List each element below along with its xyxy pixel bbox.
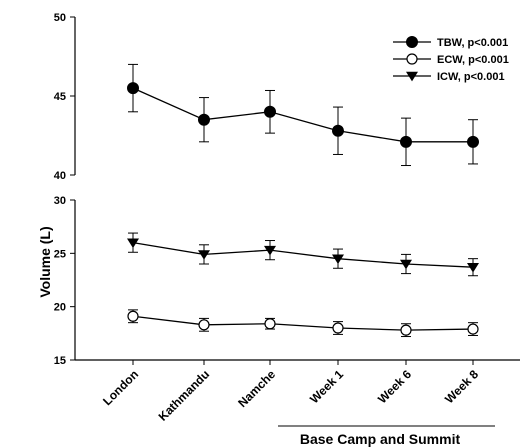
- y-tick-label: 25: [54, 248, 66, 260]
- data-point: [198, 250, 210, 260]
- legend-label: TBW, p<0.001: [437, 37, 508, 49]
- series-line: [132, 315, 474, 331]
- y-tick-label: 45: [54, 91, 66, 103]
- legend-label: ICW, p<0.001: [437, 71, 505, 83]
- y-tick-label: 40: [54, 170, 66, 182]
- series-layer: [127, 63, 479, 338]
- data-point: [127, 310, 139, 322]
- data-point: [198, 319, 210, 331]
- data-point: [332, 322, 344, 334]
- data-point: [400, 135, 412, 148]
- x-tick-label: Week 6: [375, 367, 414, 406]
- group-label: Base Camp and Summit: [300, 431, 461, 447]
- x-tick-label: London: [100, 367, 141, 408]
- x-axis-labels: London Kathmandu Namche Week 1 Week 6 Week 8: [75, 359, 520, 424]
- data-point: [127, 238, 139, 249]
- data-point: [332, 254, 344, 265]
- data-point: [400, 259, 412, 270]
- series-2: [127, 232, 479, 277]
- x-tick-label: Kathmandu: [156, 367, 213, 424]
- data-point: [127, 82, 139, 95]
- data-point: [198, 113, 210, 126]
- series-line: [132, 242, 474, 268]
- data-point: [332, 124, 344, 137]
- upper-panel: 40 45 50: [54, 12, 76, 182]
- data-point: [467, 323, 479, 335]
- series-0: [127, 63, 479, 167]
- x-tick-label: Namche: [235, 367, 278, 410]
- series-line: [132, 87, 473, 143]
- legend: TBW, p<0.001 ECW, p<0.001 ICW, p<0.001: [393, 36, 509, 83]
- legend-marker: [406, 71, 418, 82]
- series-1: [127, 309, 479, 338]
- legend-marker: [406, 36, 418, 48]
- data-point: [467, 135, 479, 148]
- data-point: [264, 105, 276, 118]
- y-tick-label: 20: [54, 302, 66, 314]
- data-point: [467, 263, 479, 273]
- data-point: [264, 245, 276, 256]
- data-point: [400, 324, 412, 336]
- y-tick-label: 30: [54, 195, 66, 207]
- y-tick-label: 50: [54, 12, 66, 24]
- y-axis-title: Volume (L): [37, 226, 53, 297]
- lower-panel: 15 20 25 30: [54, 195, 76, 367]
- legend-label: ECW, p<0.001: [437, 54, 509, 66]
- x-tick-label: Week 8: [442, 367, 481, 406]
- y-tick-label: 15: [54, 355, 66, 367]
- data-point: [264, 318, 276, 330]
- legend-marker: [406, 53, 418, 65]
- x-tick-label: Week 1: [307, 367, 346, 406]
